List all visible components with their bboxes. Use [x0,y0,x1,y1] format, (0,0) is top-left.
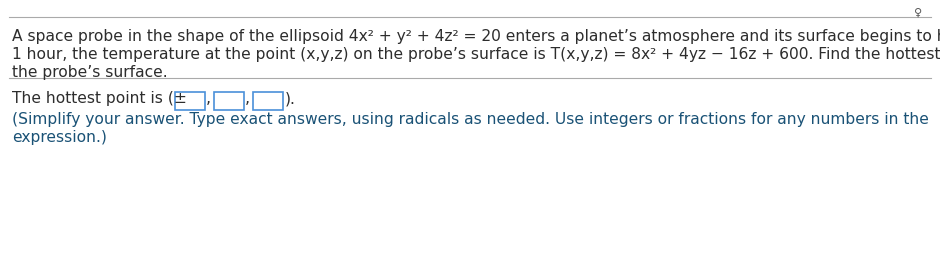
Text: A space probe in the shape of the ellipsoid 4x² + y² + 4z² = 20 enters a planet’: A space probe in the shape of the ellips… [12,29,940,44]
Text: the probe’s surface.: the probe’s surface. [12,65,167,80]
Text: ,: , [206,91,211,106]
Text: (Simplify your answer. Type exact answers, using radicals as needed. Use integer: (Simplify your answer. Type exact answer… [12,112,929,127]
Text: ,: , [245,91,250,106]
Text: 1 hour, the temperature at the point (x,y,z) on the probe’s surface is T(x,y,z) : 1 hour, the temperature at the point (x,… [12,47,940,62]
FancyBboxPatch shape [253,92,283,110]
Text: expression.): expression.) [12,130,107,145]
FancyBboxPatch shape [175,92,205,110]
Text: ♀: ♀ [914,8,922,18]
Text: ).: ). [285,91,296,106]
FancyBboxPatch shape [214,92,244,110]
Text: The hottest point is (±: The hottest point is (± [12,91,187,106]
